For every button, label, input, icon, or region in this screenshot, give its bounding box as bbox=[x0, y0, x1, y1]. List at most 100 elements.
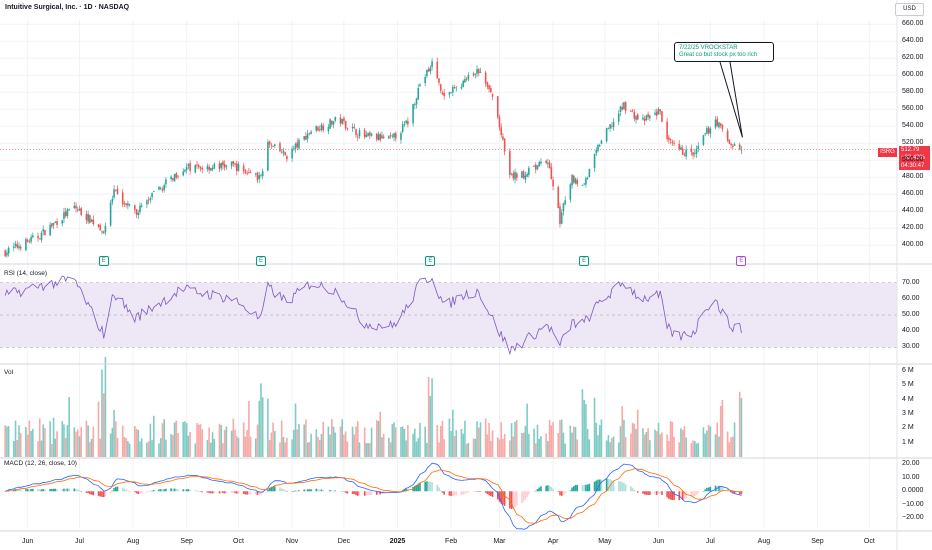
volume-bar bbox=[163, 419, 165, 457]
candle-body bbox=[244, 170, 247, 173]
macd-histogram-bar bbox=[114, 486, 117, 492]
volume-legend[interactable]: Vol bbox=[4, 369, 14, 376]
macd-signal-line bbox=[5, 468, 742, 524]
candle-body bbox=[509, 150, 511, 175]
macd-histogram-bar bbox=[431, 482, 433, 492]
candle-body bbox=[225, 165, 228, 167]
candle-body bbox=[683, 154, 686, 156]
macd-histogram-bar bbox=[310, 489, 312, 492]
rsi-legend[interactable]: RSI (14, close) bbox=[4, 270, 47, 277]
time-tick: Aug bbox=[757, 538, 771, 545]
earnings-badge[interactable]: E bbox=[579, 256, 590, 266]
macd-histogram-bar bbox=[586, 484, 589, 492]
volume-bar bbox=[496, 437, 499, 457]
candle-body bbox=[647, 114, 649, 118]
volume-bar bbox=[673, 436, 675, 457]
volume-bar bbox=[472, 438, 475, 457]
volume-bar bbox=[702, 427, 705, 457]
candle-body bbox=[740, 149, 743, 151]
volume-bar bbox=[460, 429, 463, 457]
candle-body bbox=[514, 172, 516, 180]
volume-bar bbox=[647, 428, 649, 457]
time-tick: Oct bbox=[863, 538, 875, 545]
candle-body bbox=[76, 209, 79, 211]
macd-histogram-bar bbox=[642, 491, 644, 494]
candle-body bbox=[484, 72, 487, 84]
macd-histogram-bar bbox=[346, 491, 349, 494]
volume-bar bbox=[636, 409, 639, 457]
macd-histogram-bar bbox=[54, 488, 57, 492]
macd-histogram-bar bbox=[534, 490, 537, 492]
candle-body bbox=[697, 146, 700, 149]
macd-histogram-bar bbox=[526, 491, 528, 498]
macd-histogram-bar bbox=[635, 491, 637, 492]
macd-histogram-bar bbox=[161, 489, 164, 492]
volume-bar bbox=[605, 440, 608, 457]
macd-histogram-bar bbox=[671, 491, 674, 501]
macd-histogram-bar bbox=[125, 489, 127, 492]
macd-histogram-bar bbox=[19, 489, 22, 492]
volume-bar bbox=[332, 426, 335, 457]
volume-bar bbox=[87, 425, 89, 457]
candle-body bbox=[279, 143, 281, 152]
candle-body bbox=[222, 161, 224, 166]
macd-histogram-bar bbox=[123, 488, 126, 492]
volume-bar bbox=[317, 436, 319, 457]
earnings-badge[interactable]: E bbox=[425, 256, 436, 266]
earnings-badge[interactable]: E bbox=[98, 256, 109, 266]
volume-bar bbox=[740, 398, 743, 457]
candle-body bbox=[306, 133, 309, 139]
candle-body bbox=[211, 167, 214, 170]
price-tick: 660.00 bbox=[902, 20, 924, 28]
candle-body bbox=[538, 162, 541, 167]
candle-body bbox=[218, 163, 221, 169]
macd-histogram-bar bbox=[158, 489, 160, 492]
candle-body bbox=[671, 141, 674, 144]
macd-histogram-bar bbox=[562, 491, 565, 495]
macd-histogram-bar bbox=[199, 491, 202, 492]
macd-histogram-bar bbox=[405, 488, 407, 492]
volume-bar bbox=[560, 419, 563, 457]
macd-histogram-bar bbox=[163, 489, 165, 492]
earnings-badge[interactable]: E bbox=[255, 256, 266, 266]
bar-countdown: 04:30:47 bbox=[901, 163, 925, 169]
volume-bar bbox=[586, 428, 589, 457]
macd-histogram-bar bbox=[369, 491, 371, 496]
volume-bar bbox=[25, 426, 27, 457]
currency-button[interactable]: USD bbox=[895, 3, 924, 16]
volume-bar bbox=[498, 439, 501, 457]
volume-bar bbox=[13, 440, 15, 457]
volume-bar bbox=[726, 431, 729, 457]
candle-body bbox=[356, 136, 359, 138]
candle-body bbox=[630, 110, 632, 112]
candle-body bbox=[310, 131, 312, 135]
volume-bar bbox=[89, 441, 91, 457]
volume-bar bbox=[685, 437, 687, 457]
macd-tick: 10.00 bbox=[902, 473, 920, 481]
macd-histogram-bar bbox=[356, 491, 359, 496]
macd-histogram-bar bbox=[692, 491, 694, 497]
volume-bar bbox=[254, 438, 257, 457]
symbol-title[interactable]: Intuitive Surgical, Inc. · 1D · NASDAQ bbox=[5, 4, 130, 11]
macd-histogram-bar bbox=[379, 491, 382, 495]
macd-histogram-bar bbox=[707, 487, 710, 492]
candle-body bbox=[367, 132, 369, 136]
macd-histogram-bar bbox=[175, 488, 178, 492]
candle-body bbox=[560, 212, 563, 224]
candle-body bbox=[163, 185, 165, 190]
annotation-callout[interactable]: 7/22/25 VROCKSTAR Great co but stock px … bbox=[674, 42, 774, 62]
macd-histogram-bar bbox=[630, 486, 632, 492]
price-tick: 480.00 bbox=[902, 173, 924, 181]
macd-legend[interactable]: MACD (12, 26, close, 10) bbox=[4, 460, 77, 467]
candle-body bbox=[54, 222, 57, 223]
macd-histogram-bar bbox=[365, 491, 368, 496]
earnings-badge[interactable]: E bbox=[736, 256, 747, 266]
volume-bar bbox=[403, 428, 406, 457]
volume-bar bbox=[260, 383, 262, 457]
volume-bar bbox=[621, 406, 623, 457]
candle-body bbox=[526, 173, 528, 177]
volume-bar bbox=[52, 417, 55, 457]
macd-histogram-bar bbox=[521, 491, 523, 504]
macd-histogram-bar bbox=[153, 490, 155, 492]
